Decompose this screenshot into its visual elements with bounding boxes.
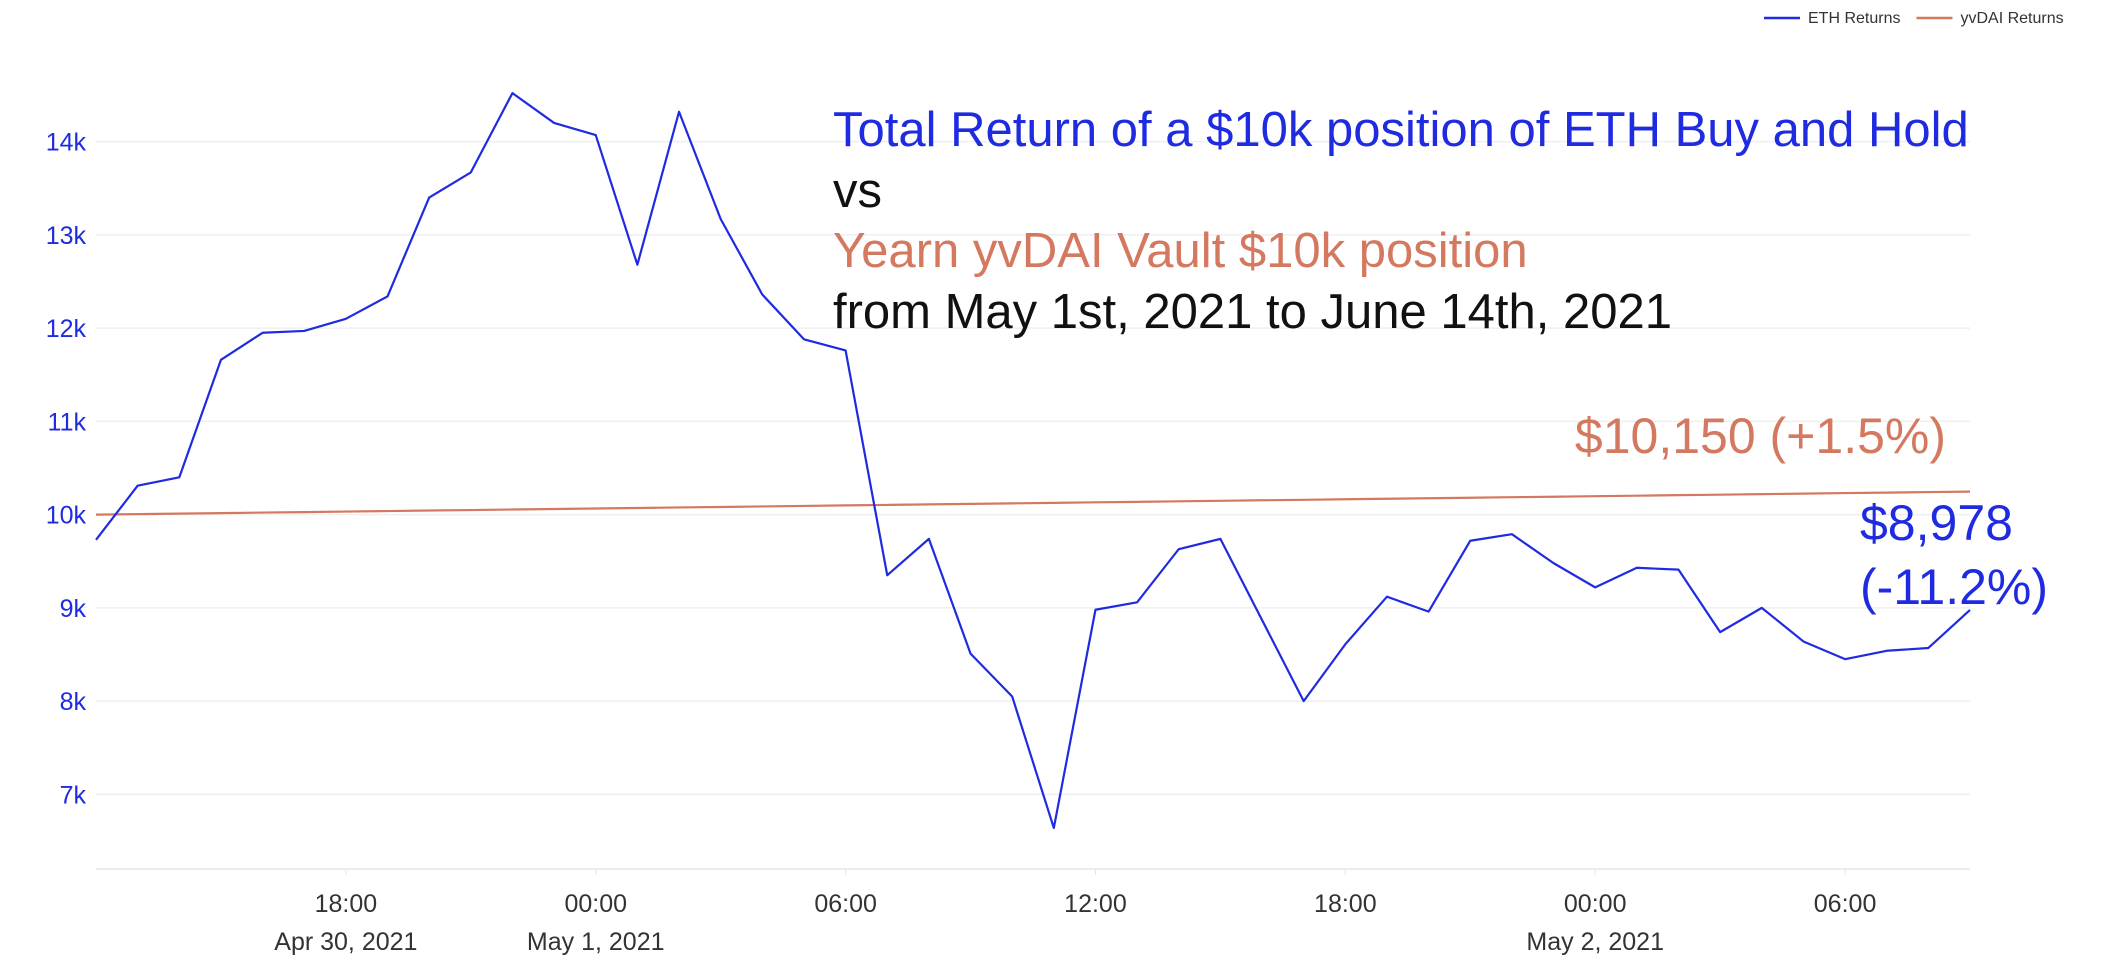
series-line	[95, 92, 1971, 830]
x-tick-label: 00:00	[1564, 890, 1627, 918]
chart-title-line: from May 1st, 2021 to June 14th, 2021	[833, 285, 1672, 339]
y-tick-label: 12k	[46, 315, 87, 343]
chart-title-line: Yearn yvDAI Vault $10k position	[833, 224, 1528, 278]
y-tick-label: 9k	[60, 595, 87, 623]
x-tick-label: 06:00	[814, 890, 877, 918]
x-tick-label: 06:00	[1814, 890, 1877, 918]
y-tick-label: 10k	[46, 502, 87, 530]
x-tick-label: 18:00	[1314, 890, 1377, 918]
legend-label: ETH Returns	[1808, 10, 1900, 27]
y-tick-label: 13k	[46, 222, 87, 250]
y-tick-label: 14k	[46, 129, 87, 157]
series-line	[95, 490, 1971, 516]
chart-title-line: vs	[833, 164, 882, 218]
y-tick-label: 8k	[60, 688, 87, 716]
chart-title-line: Total Return of a $10k position of ETH B…	[833, 103, 1969, 157]
x-tick-date-label: Apr 30, 2021	[274, 928, 417, 956]
annotation: $8,978	[1860, 495, 2013, 551]
annotation: $10,150 (+1.5%)	[1575, 408, 1946, 464]
annotation: (-11.2%)	[1860, 559, 2048, 615]
x-tick-label: 12:00	[1064, 890, 1127, 918]
x-tick-date-label: May 1, 2021	[527, 928, 665, 956]
legend-label: yvDAI Returns	[1960, 10, 2063, 27]
x-tick-date-label: May 2, 2021	[1526, 928, 1664, 956]
y-tick-label: 7k	[60, 781, 87, 809]
x-tick-label: 18:00	[315, 890, 378, 918]
y-tick-label: 11k	[48, 408, 87, 436]
x-tick-label: 00:00	[564, 890, 627, 918]
